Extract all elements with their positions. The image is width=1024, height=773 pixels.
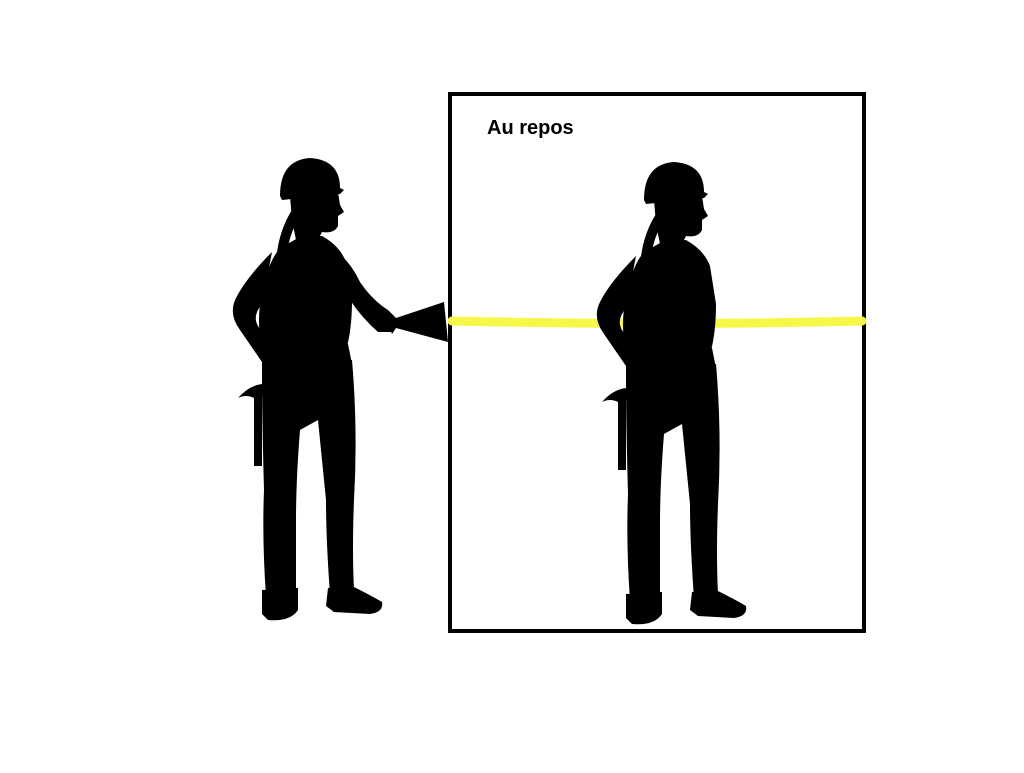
flashlight-icon — [384, 302, 448, 342]
rest-frame — [448, 92, 866, 633]
worker-at-rest-icon — [596, 162, 747, 625]
worker-with-flashlight-icon — [232, 158, 448, 621]
caption-label: Au repos — [487, 117, 574, 139]
